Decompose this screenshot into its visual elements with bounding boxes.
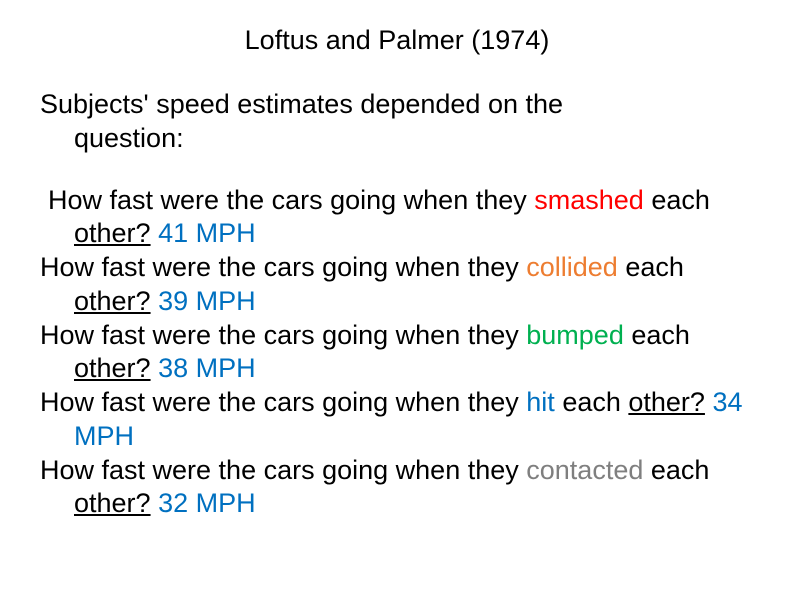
item-prefix: How fast were the cars going when they (40, 455, 526, 485)
item-mph: 39 MPH (158, 286, 256, 316)
item-verb: smashed (534, 185, 644, 215)
item-tail-underlined: other? (74, 286, 151, 316)
item-prefix: How fast were the cars going when they (40, 252, 526, 282)
item-tail-underlined: other? (74, 353, 151, 383)
item-tail-before: each (562, 387, 628, 417)
item-mph: 38 MPH (158, 353, 256, 383)
item-verb: bumped (526, 320, 624, 350)
item-verb: hit (526, 387, 555, 417)
list-item: How fast were the cars going when they c… (40, 251, 754, 319)
intro-text: Subjects' speed estimates depended on th… (40, 88, 754, 156)
item-verb: contacted (526, 455, 643, 485)
item-tail-before: each (631, 320, 690, 350)
intro-line-2: question: (40, 122, 754, 156)
item-prefix: How fast were the cars going when they (40, 320, 526, 350)
item-mph: 32 MPH (158, 488, 256, 518)
item-prefix: How fast were the cars going when they (48, 185, 534, 215)
list-item: How fast were the cars going when they c… (40, 454, 754, 522)
slide: Loftus and Palmer (1974) Subjects' speed… (0, 0, 794, 521)
list-item: How fast were the cars going when they s… (40, 184, 754, 252)
item-mph: 41 MPH (158, 218, 256, 248)
intro-line-1: Subjects' speed estimates depended on th… (40, 89, 563, 119)
item-verb: collided (526, 252, 618, 282)
item-tail-before: each (651, 455, 710, 485)
item-tail-underlined: other? (628, 387, 705, 417)
list-item: How fast were the cars going when they b… (40, 319, 754, 387)
item-tail-before: each (625, 252, 684, 282)
list-item: How fast were the cars going when they h… (40, 386, 754, 454)
item-mid (643, 455, 651, 485)
item-tail-underlined: other? (74, 218, 151, 248)
slide-title: Loftus and Palmer (1974) (40, 25, 754, 56)
item-tail-underlined: other? (74, 488, 151, 518)
item-list: How fast were the cars going when they s… (40, 184, 754, 522)
item-prefix: How fast were the cars going when they (40, 387, 526, 417)
item-tail-before: each (651, 185, 710, 215)
